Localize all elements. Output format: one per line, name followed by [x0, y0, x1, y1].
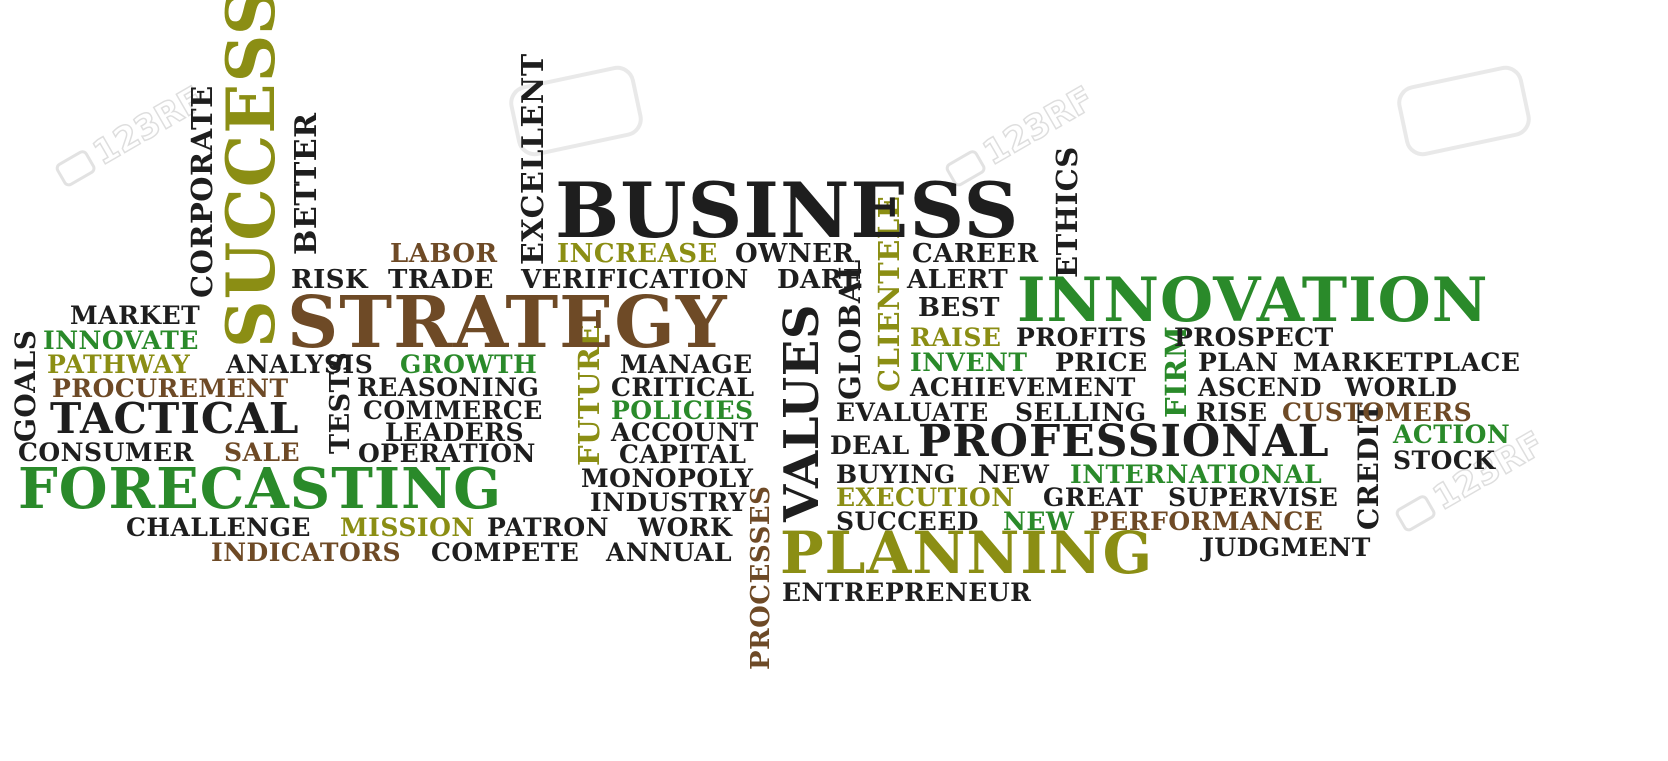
word: STRATEGY [287, 280, 728, 364]
word: VERIFICATION [521, 265, 749, 295]
word: CRITICAL [611, 373, 755, 402]
word: INCREASE [557, 239, 718, 269]
word: CAREER [912, 239, 1039, 269]
camera-icon [53, 148, 98, 189]
word: SALE [224, 438, 301, 467]
word: ASCEND [1198, 373, 1322, 402]
word: TACTICAL [50, 394, 300, 443]
word: EXECUTION [836, 483, 1015, 512]
word: PATRON [487, 513, 610, 542]
word: GROWTH [400, 350, 538, 379]
word: NEW [1003, 507, 1075, 536]
word: BUYING [836, 460, 956, 489]
word: LEADERS [385, 418, 525, 447]
word: ENTREPRENEUR [782, 578, 1032, 607]
word: MANAGE [620, 350, 753, 379]
word: ANALYSIS [226, 350, 374, 379]
word: PERFORMANCE [1090, 507, 1324, 536]
word: COMMERCE [363, 396, 543, 425]
word: VALUES [774, 304, 830, 522]
word: COMPETE [431, 538, 580, 567]
word: RISK [291, 265, 369, 295]
word: STOCK [1393, 446, 1496, 475]
word: POLICIES [611, 396, 754, 425]
word: RISE [1196, 398, 1268, 427]
word: BEST [918, 293, 1000, 323]
word: INDUSTRY [590, 488, 747, 517]
word: RAISE [910, 323, 1002, 352]
word: SELLING [1015, 398, 1147, 427]
word: INNOVATE [43, 326, 199, 355]
word: INTERNATIONAL [1070, 460, 1323, 489]
word: MISSION [340, 513, 475, 542]
word: PLAN [1198, 348, 1279, 377]
word: CHALLENGE [126, 513, 311, 542]
word: ALERT [907, 265, 1009, 295]
word: WORK [638, 513, 733, 542]
word: CUSTOMERS [1282, 398, 1473, 427]
word: BETTER [289, 112, 324, 255]
word: MARKET [70, 301, 201, 330]
word: NEW [978, 460, 1050, 489]
word: SUCCESS [212, 0, 290, 348]
word: EVALUATE [836, 398, 989, 427]
camera-icon [1393, 493, 1438, 534]
word: ANNUAL [606, 538, 733, 567]
word: ACTION [1393, 420, 1511, 449]
word: PROCESSES [746, 485, 776, 670]
word: GREAT [1043, 483, 1144, 512]
word: PROSPECT [1174, 323, 1334, 352]
word: PROFITS [1016, 323, 1147, 352]
word: INVENT [910, 348, 1028, 377]
word: DARE [777, 265, 864, 295]
word: ACHIEVEMENT [910, 373, 1136, 402]
word: WORLD [1345, 373, 1458, 402]
word: REASONING [357, 373, 540, 402]
camera-watermark-icon [1393, 62, 1535, 160]
word: BUSINESS [555, 166, 1020, 255]
word: PRICE [1055, 348, 1148, 377]
word: MONOPOLY [581, 464, 754, 493]
word: INNOVATION [1017, 265, 1489, 336]
word: CAPITAL [619, 440, 747, 469]
word: OPERATION [358, 439, 536, 468]
word: TRADE [388, 265, 494, 295]
word: ETHICS [1050, 146, 1084, 278]
word: EXCELLENT [516, 53, 551, 265]
word: SUCCEED [836, 507, 979, 536]
word: SUPERVISE [1168, 483, 1339, 512]
word: PLANNING [780, 519, 1154, 587]
word: INDICATORS [211, 538, 402, 567]
word: PATHWAY [47, 350, 191, 379]
word: GOALS [9, 329, 42, 442]
word: PROFESSIONAL [918, 416, 1330, 467]
word: ACCOUNT [611, 418, 759, 447]
word: LABOR [390, 239, 498, 269]
word: JUDGMENT [1202, 533, 1371, 562]
word: DEAL [830, 431, 910, 460]
word: CONSUMER [18, 438, 194, 467]
word: OWNER [735, 239, 855, 269]
word: MARKETPLACE [1293, 348, 1521, 377]
word: PROCUREMENT [52, 374, 289, 403]
word: FORECASTING [18, 456, 503, 522]
